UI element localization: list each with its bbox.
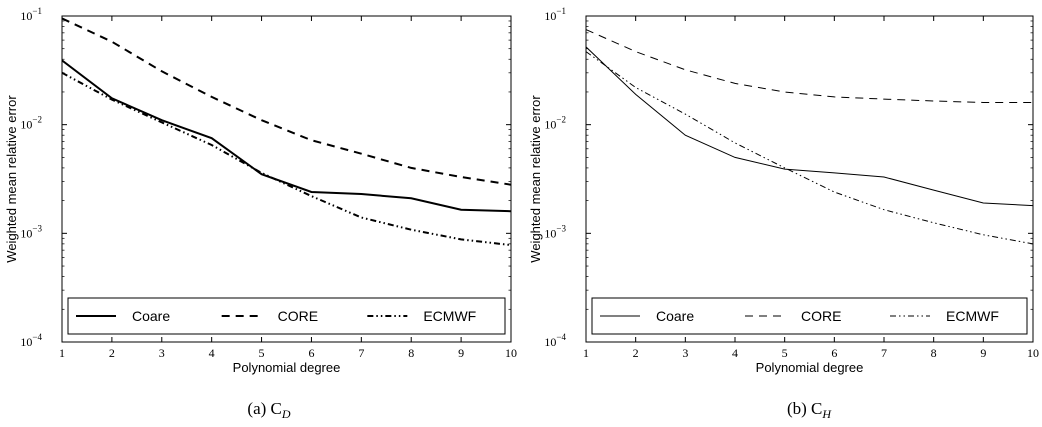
x-tick-label: 6 [831,346,837,360]
plot-area [61,15,512,343]
x-tick-label: 7 [881,346,887,360]
x-axis-label: Polynomial degree [233,360,341,375]
plot-area [585,15,1034,343]
legend-label-core: CORE [278,308,318,324]
series-line-ecmwf [586,51,1033,245]
x-axis-label: Polynomial degree [756,360,864,375]
legend-label-coare: Coare [132,308,170,324]
y-tick-label: 10−1 [20,6,42,23]
x-tick-label: 4 [209,346,215,360]
legend: Coare CORE ECMWF [67,297,506,335]
y-tick-label: 10−3 [20,223,42,240]
x-tick-label: 2 [633,346,639,360]
legend: Coare CORE ECMWF [591,297,1028,335]
x-tick-label: 9 [980,346,986,360]
y-axis-label: Weighted mean relative error [4,95,19,263]
chart-panel-b: 1 2 3 4 5 6 7 8 9 10 10−4 10−3 10−2 10−1 Polynomial de… [528,6,1039,421]
legend-label-ecmwf: ECMWF [946,308,999,324]
legend-box [67,297,506,335]
y-tick-label: 10−2 [544,115,566,132]
x-tick-label: 1 [59,346,65,360]
x-tick-label: 3 [682,346,688,360]
series-line-core [62,17,511,186]
x-tick-label: 3 [159,346,165,360]
x-tick-label: 10 [505,346,517,360]
legend-box [591,297,1028,335]
x-tick-label: 1 [583,346,589,360]
subfigure-caption: (b) CH [787,399,832,421]
subfigure-caption: (a) CD [247,399,290,421]
y-tick-label: 10−1 [544,6,566,23]
y-tick-label: 10−4 [544,332,566,349]
series-line-coare [586,46,1033,207]
series-line-ecmwf [62,71,511,247]
y-tick-label: 10−4 [20,332,42,349]
x-tick-label: 5 [782,346,788,360]
x-tick-label: 10 [1027,346,1039,360]
x-tick-label: 6 [308,346,314,360]
x-tick-label: 7 [358,346,364,360]
legend-label-core: CORE [801,308,841,324]
x-tick-label: 4 [732,346,738,360]
x-tick-label: 2 [109,346,115,360]
y-tick-label: 10−3 [544,223,566,240]
legend-label-coare: Coare [656,308,694,324]
chart-panel-a: 1 2 3 4 5 6 7 8 9 10 10−4 10−3 10−2 10−1 Polynomial de… [4,6,517,421]
x-tick-label: 5 [259,346,265,360]
x-tick-label: 9 [458,346,464,360]
x-tick-label: 8 [408,346,414,360]
y-axis-label: Weighted mean relative error [528,95,543,263]
series-line-coare [62,59,511,213]
y-tick-label: 10−2 [20,115,42,132]
x-tick-label: 8 [931,346,937,360]
legend-label-ecmwf: ECMWF [423,308,476,324]
series-line-core [586,29,1033,103]
